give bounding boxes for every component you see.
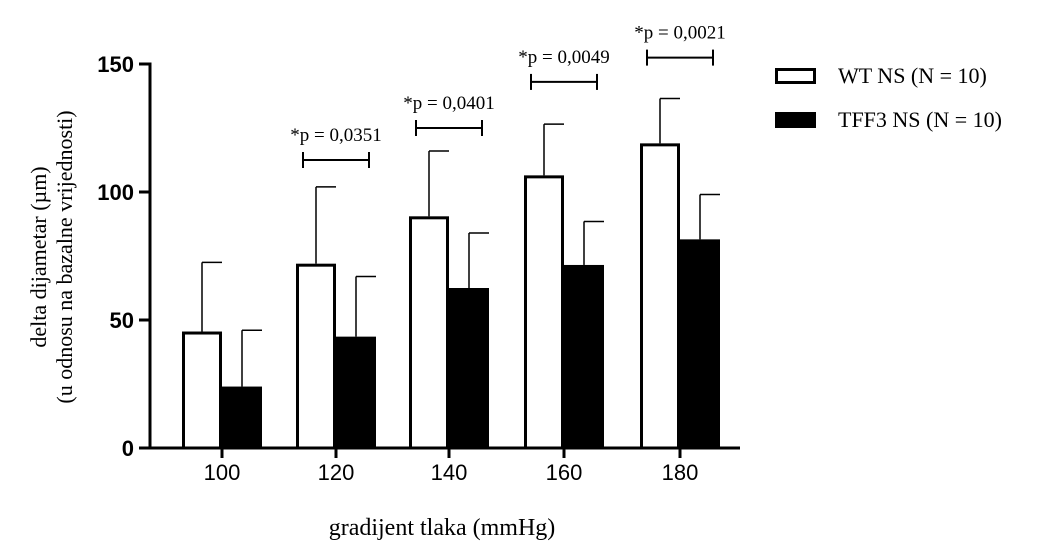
- x-tick-label: 180: [662, 460, 699, 485]
- x-tick-label: 120: [318, 460, 355, 485]
- bar-wt: [524, 175, 564, 450]
- y-axis-title-line-1: delta dijametar (µm): [26, 166, 51, 347]
- legend: WT NS (N = 10) TFF3 NS (N = 10): [775, 63, 1002, 132]
- y-axis-title: delta dijametar (µm) (u odnosu na bazaln…: [26, 110, 77, 403]
- y-tick-label: 100: [97, 180, 134, 205]
- significance-label: *p = 0,0021: [634, 23, 725, 44]
- bar-wt: [409, 216, 449, 450]
- bar-tff3: [222, 386, 262, 450]
- bar-tff3: [336, 336, 376, 450]
- bar-wt: [640, 143, 680, 450]
- y-tick-label: 150: [97, 52, 134, 77]
- significance-label: *p = 0,0351: [290, 125, 381, 146]
- legend-swatch-wt: [775, 68, 816, 84]
- legend-swatch-tff3: [775, 112, 816, 128]
- plot-area: 0 50 100 150 100 120 140 160 180 *p = 0,0351 *p = …: [97, 23, 740, 485]
- bar-tff3: [680, 239, 720, 450]
- y-tick-label: 0: [122, 436, 134, 461]
- bar-tff3: [564, 264, 604, 450]
- x-tick-label: 100: [204, 460, 241, 485]
- significance-label: *p = 0,0401: [403, 93, 494, 114]
- y-tick-label: 50: [110, 308, 134, 333]
- x-tick-label: 140: [431, 460, 468, 485]
- bar-wt: [182, 331, 222, 450]
- x-axis-title: gradijent tlaka (mmHg): [329, 515, 556, 541]
- x-tick-label: 160: [546, 460, 583, 485]
- bar-wt: [296, 263, 336, 450]
- legend-label: TFF3 NS (N = 10): [838, 107, 1002, 132]
- bar-tff3: [449, 288, 489, 450]
- y-axis-title-line-2: (u odnosu na bazalne vrijednosti): [52, 110, 77, 403]
- significance-label: *p = 0,0049: [518, 47, 609, 68]
- legend-label: WT NS (N = 10): [838, 63, 987, 88]
